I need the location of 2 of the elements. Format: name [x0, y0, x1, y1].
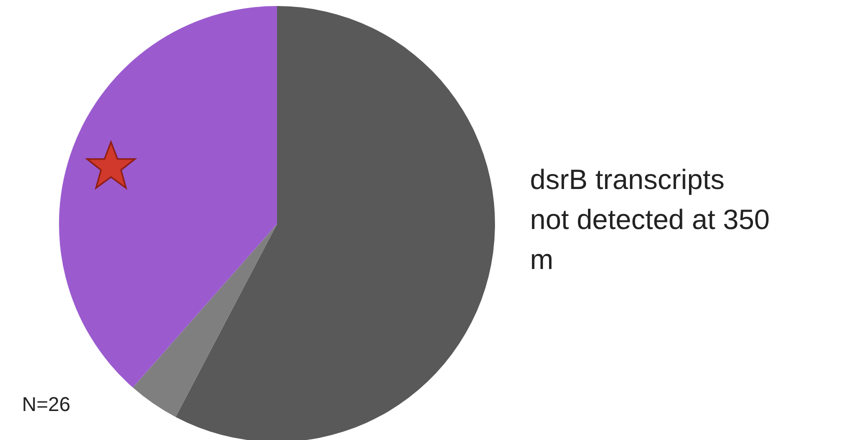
text: dsrB transcripts not detected at 350 m: [530, 163, 770, 277]
text: N=26: [22, 393, 70, 418]
